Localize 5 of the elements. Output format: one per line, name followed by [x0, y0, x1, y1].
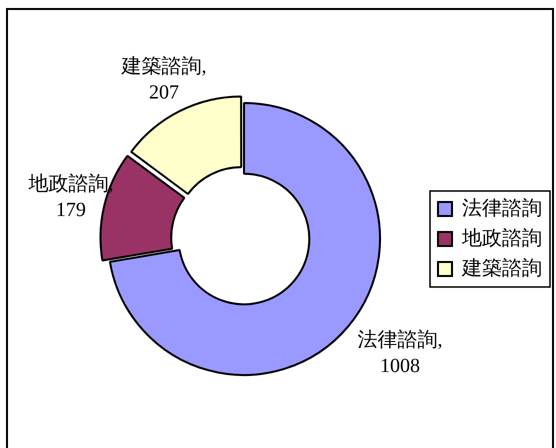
legend-label: 地政諮詢 [461, 227, 542, 250]
data-label: 建築諮詢, 207 [120, 55, 206, 104]
legend-label: 建築諮詢 [461, 257, 542, 280]
data-label: 法律諮詢, 1008 [358, 329, 443, 378]
legend-label: 法律諮詢 [462, 197, 542, 220]
